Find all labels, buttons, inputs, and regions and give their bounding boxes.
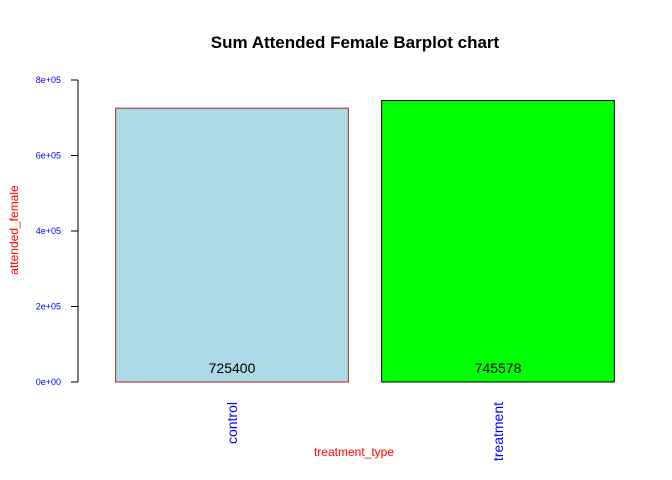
x-axis-label: treatment_type xyxy=(314,445,394,459)
data-label-control: 725400 xyxy=(209,360,256,376)
y-tick-label: 2e+05 xyxy=(36,302,61,312)
y-tick-label: 8e+05 xyxy=(36,75,61,85)
bar-control xyxy=(115,107,349,383)
y-tick-label: 4e+05 xyxy=(36,226,61,236)
x-category-labels: control treatment xyxy=(224,402,506,461)
chart-title: Sum Attended Female Barplot chart xyxy=(211,33,500,52)
x-category-label: treatment xyxy=(490,402,506,461)
y-axis-label: attended_female xyxy=(7,185,21,275)
bars xyxy=(115,100,615,383)
data-label-treatment: 745578 xyxy=(475,360,522,376)
data-labels: 725400 745578 xyxy=(209,360,522,376)
y-tick-label: 0e+00 xyxy=(36,377,61,387)
y-tick-label: 6e+05 xyxy=(36,151,61,161)
bar-treatment xyxy=(381,100,615,383)
y-axis: 0e+00 2e+05 4e+05 6e+05 8e+05 xyxy=(36,75,79,387)
x-category-label: control xyxy=(224,402,240,444)
